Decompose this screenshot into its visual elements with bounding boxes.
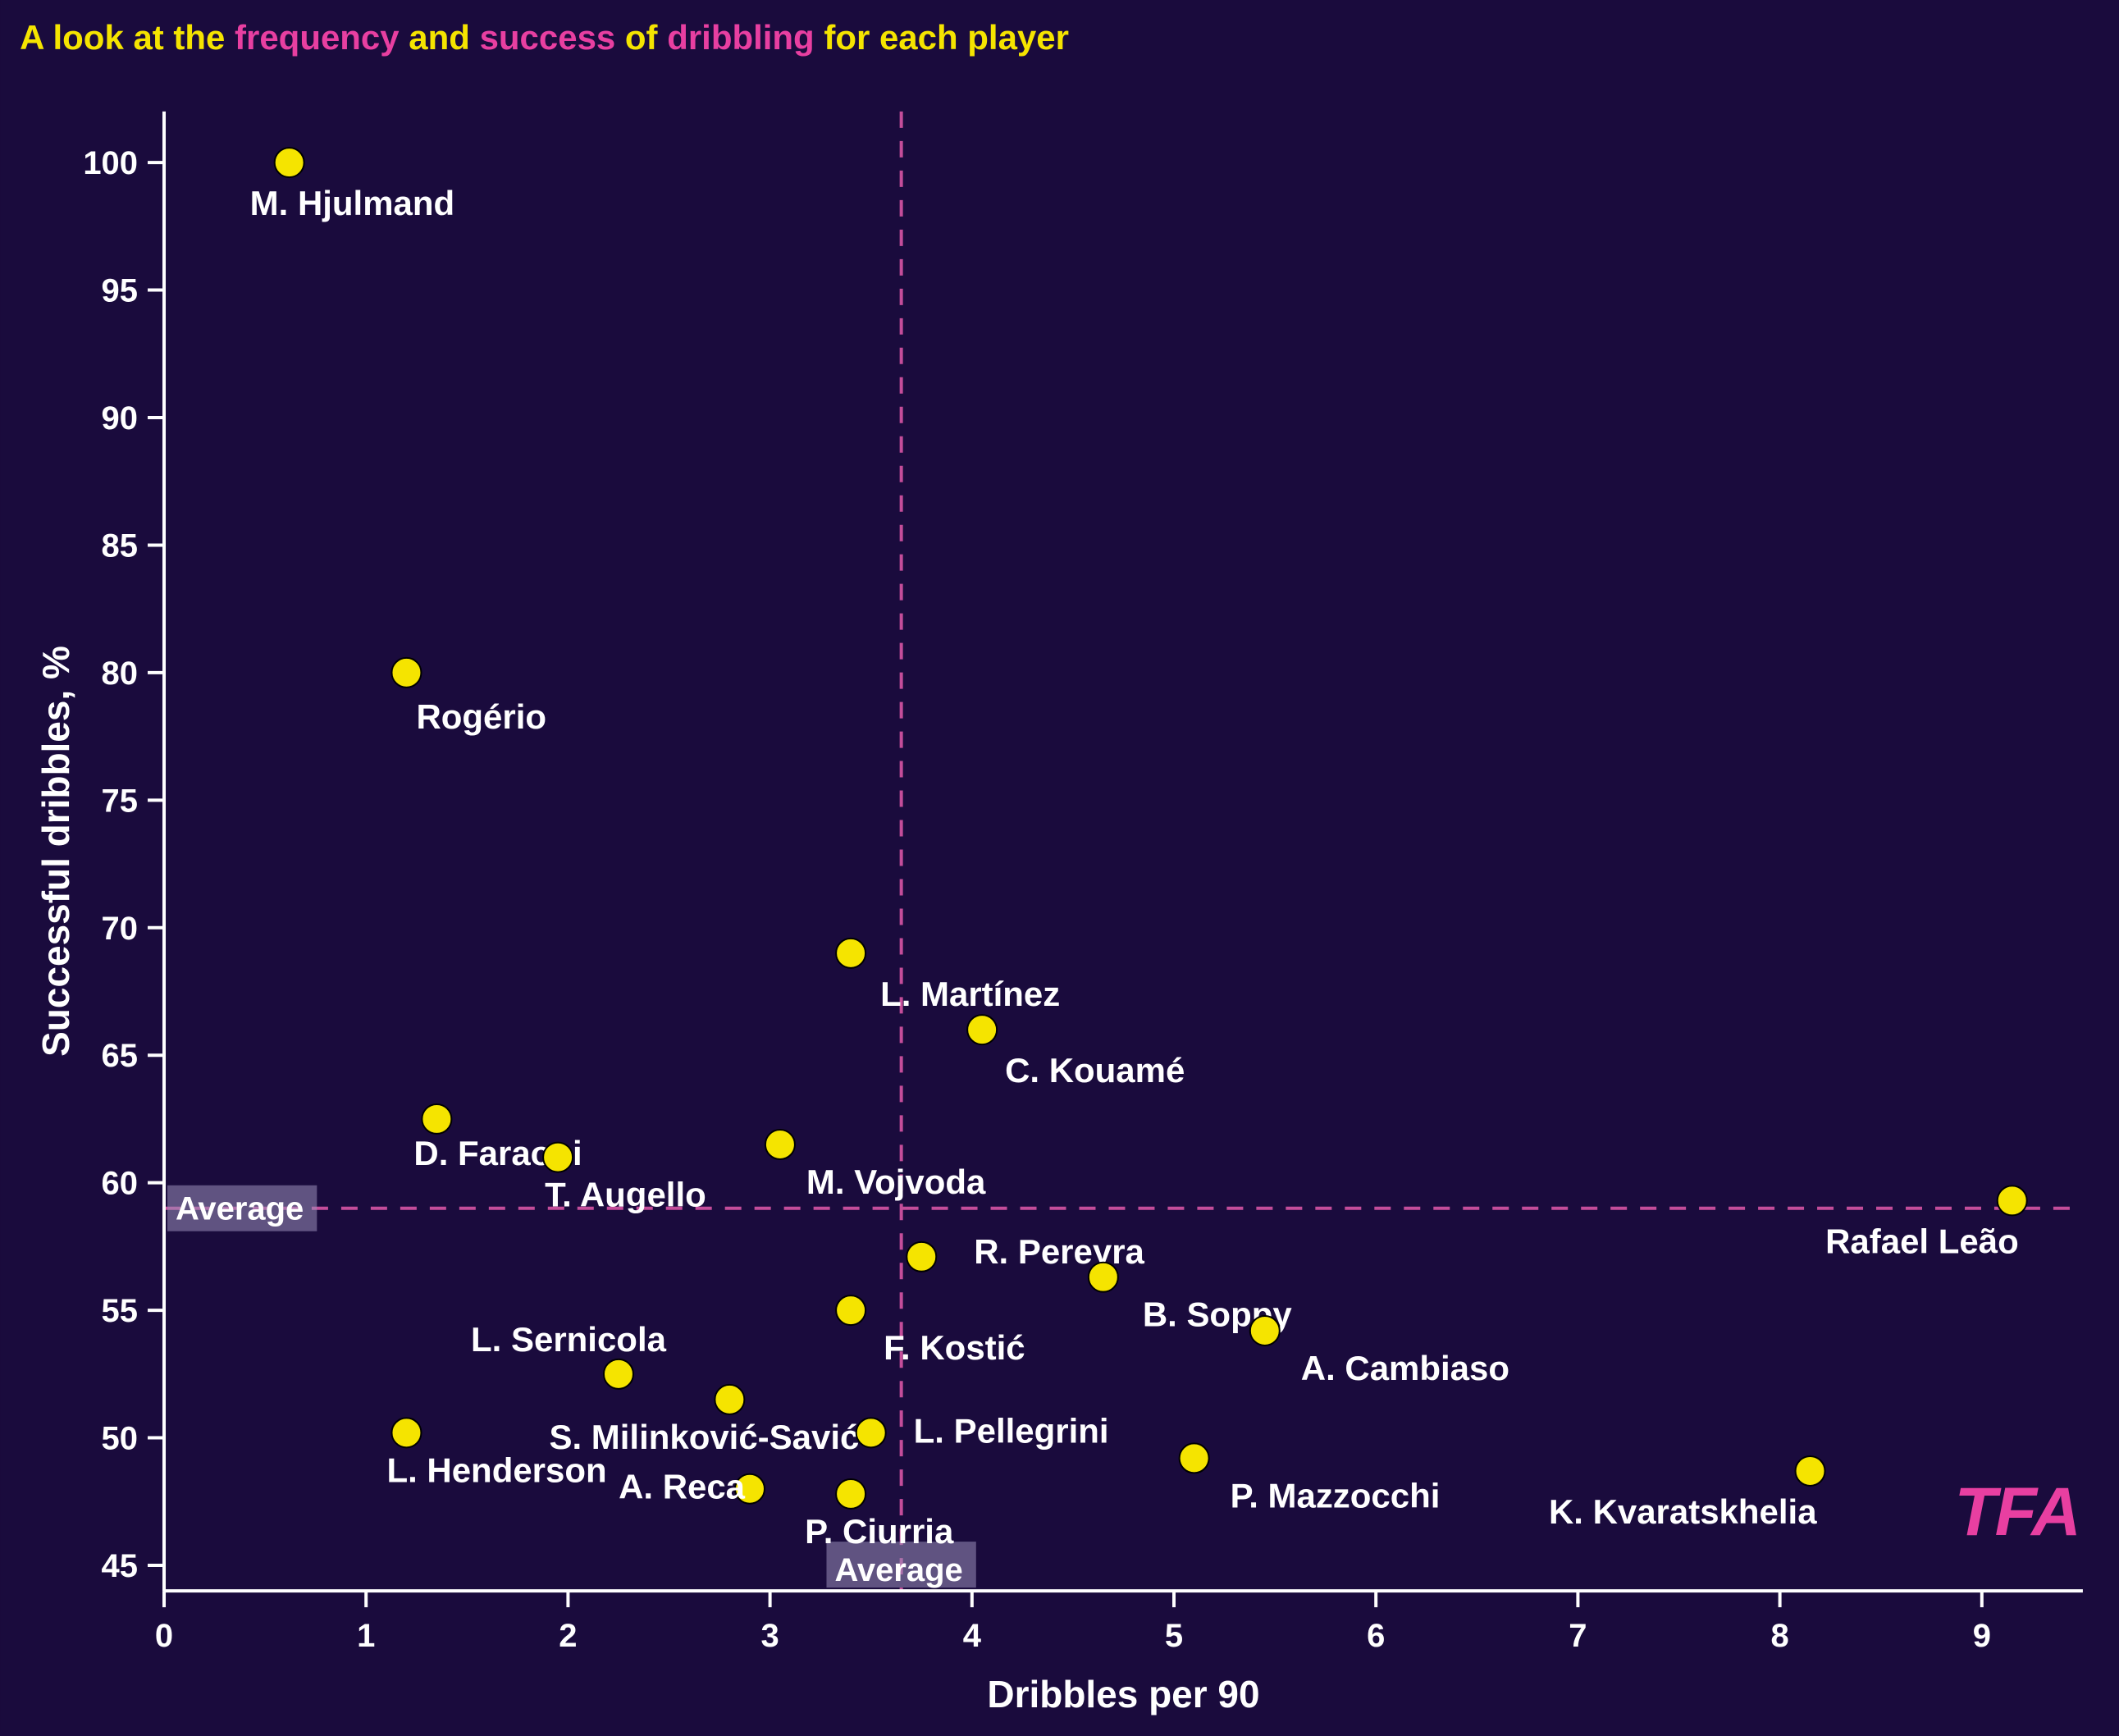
data-point-label: P. Mazzocchi [1231, 1476, 1441, 1514]
chart-container: A look at the frequency and success of d… [0, 0, 2119, 1732]
chart-title: A look at the frequency and success of d… [20, 18, 1069, 57]
data-point[interactable] [836, 1295, 865, 1325]
data-point-label: Rafael Leão [1825, 1222, 2019, 1260]
data-point-label: K. Kvaratskhelia [1549, 1492, 1817, 1531]
chart-title-segment: and [400, 18, 480, 57]
x-tick-label: 9 [1973, 1618, 1991, 1654]
x-tick-label: 1 [357, 1618, 375, 1654]
data-point-label: L. Henderson [386, 1450, 606, 1489]
data-point[interactable] [391, 658, 421, 688]
data-point[interactable] [1998, 1186, 2027, 1215]
y-tick-label: 100 [83, 145, 138, 181]
y-tick-label: 65 [102, 1038, 138, 1074]
x-tick-label: 8 [1770, 1618, 1788, 1654]
avg-x-tag: Average [834, 1552, 962, 1588]
scatter-chart: A look at the frequency and success of d… [0, 0, 2119, 1732]
y-tick-label: 60 [102, 1166, 138, 1202]
data-point[interactable] [907, 1242, 936, 1272]
data-point[interactable] [543, 1143, 573, 1172]
data-point[interactable] [967, 1015, 997, 1044]
x-axis-title: Dribbles per 90 [987, 1673, 1259, 1715]
chart-title-segment: A look at the [20, 18, 235, 57]
data-point-label: M. Vojvoda [806, 1163, 986, 1201]
data-point-label: L. Pellegrini [914, 1411, 1109, 1450]
x-tick-label: 3 [760, 1618, 779, 1654]
data-point-label: L. Sernicola [471, 1320, 667, 1359]
x-tick-label: 5 [1165, 1618, 1183, 1654]
data-point[interactable] [1180, 1443, 1209, 1473]
data-point-label: L. Martínez [880, 975, 1060, 1013]
chart-title-segment: frequency [235, 18, 400, 57]
data-point[interactable] [604, 1359, 633, 1389]
y-tick-label: 80 [102, 656, 138, 692]
chart-title-segment: dribbling [667, 18, 815, 57]
data-point[interactable] [836, 1479, 865, 1509]
data-point[interactable] [1089, 1263, 1118, 1292]
x-tick-label: 7 [1569, 1618, 1587, 1654]
data-point[interactable] [836, 939, 865, 968]
data-point[interactable] [1796, 1456, 1825, 1486]
chart-title-segment: for each player [815, 18, 1069, 57]
data-point[interactable] [422, 1104, 451, 1134]
data-point-label: R. Pereyra [974, 1232, 1144, 1271]
x-tick-label: 4 [963, 1618, 982, 1654]
y-tick-label: 85 [102, 528, 138, 564]
data-point-label: A. Cambiaso [1301, 1349, 1509, 1387]
data-point-label: Rogério [416, 697, 546, 736]
y-tick-label: 90 [102, 400, 138, 436]
y-tick-label: 95 [102, 273, 138, 309]
chart-title-segment: success [480, 18, 616, 57]
data-point-label: A. Reca [619, 1468, 746, 1506]
y-tick-label: 45 [102, 1548, 138, 1584]
y-tick-label: 70 [102, 911, 138, 947]
y-tick-label: 55 [102, 1293, 138, 1329]
avg-y-tag: Average [176, 1191, 304, 1227]
x-tick-label: 0 [155, 1618, 173, 1654]
data-point-label: T. Augello [545, 1176, 706, 1214]
data-point-label: P. Ciurria [805, 1512, 954, 1551]
chart-title-segment: of [615, 18, 667, 57]
data-point[interactable] [275, 148, 304, 177]
y-axis-title: Successful dribbles, % [34, 646, 77, 1057]
data-point-label: F. Kostić [884, 1328, 1025, 1367]
y-tick-label: 75 [102, 783, 138, 819]
data-point[interactable] [765, 1130, 795, 1159]
data-point[interactable] [1250, 1316, 1280, 1345]
watermark: TFA [1954, 1473, 2080, 1550]
x-tick-label: 2 [559, 1618, 577, 1654]
data-point-label: M. Hjulmand [250, 184, 454, 222]
data-point-label: C. Kouamé [1005, 1051, 1185, 1090]
y-tick-label: 50 [102, 1421, 138, 1457]
data-point[interactable] [391, 1418, 421, 1447]
x-tick-label: 6 [1367, 1618, 1385, 1654]
data-point[interactable] [715, 1385, 744, 1414]
data-point[interactable] [856, 1418, 886, 1447]
